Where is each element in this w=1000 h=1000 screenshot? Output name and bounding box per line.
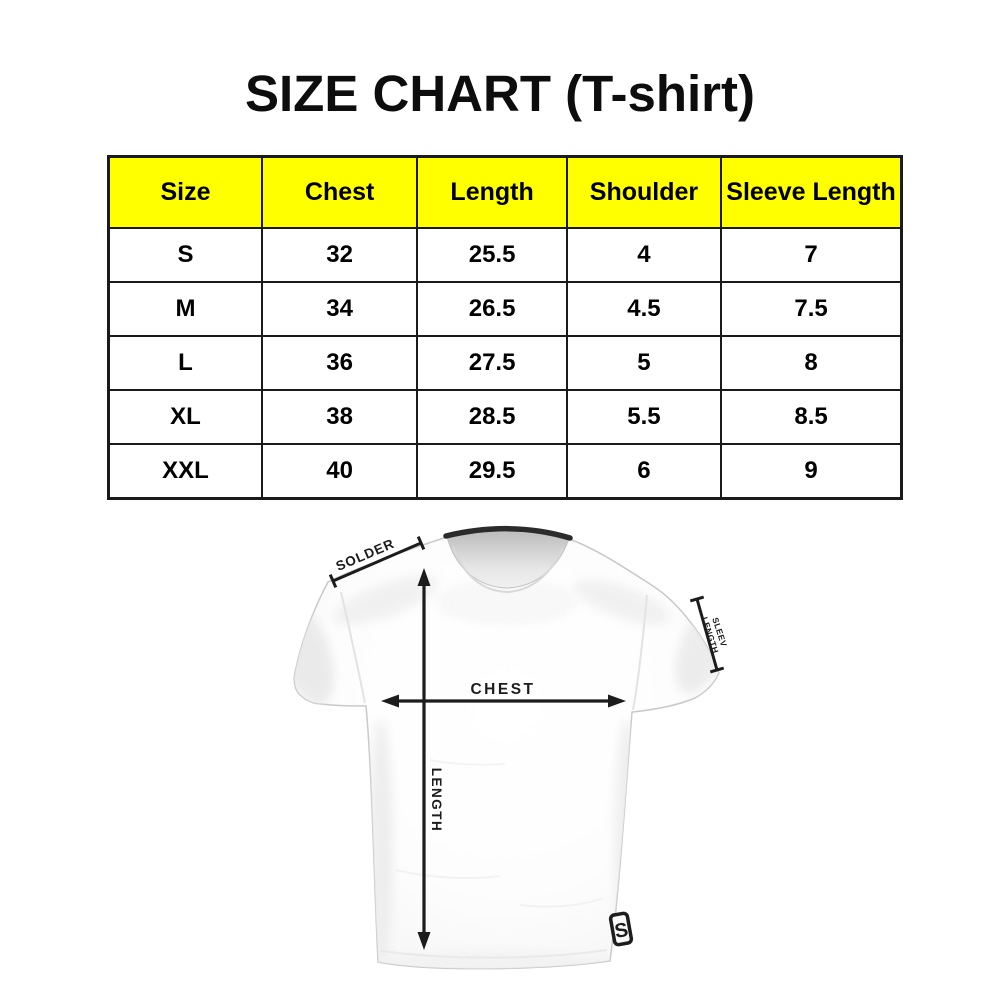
table-cell: 34 <box>260 281 419 337</box>
table-cell: M <box>107 281 263 337</box>
chest-arrow <box>381 694 626 708</box>
seam-lines <box>340 591 648 959</box>
collar-rib <box>452 545 564 594</box>
header-row: Size Chest Length Shoulder Sleeve Length <box>107 155 903 229</box>
table-row-l: L 36 27.5 5 8 <box>107 335 903 391</box>
table-cell: 9 <box>720 443 903 500</box>
chest-label: CHEST <box>470 681 535 698</box>
table-cell: 4 <box>565 227 723 283</box>
table-cell: 26.5 <box>416 281 568 337</box>
header-cell-length: Length <box>416 155 568 229</box>
table-cell: 8.5 <box>720 389 903 445</box>
table-cell: 4.5 <box>565 281 723 337</box>
table-cell: 40 <box>260 443 419 500</box>
measurement-arrows <box>328 535 725 950</box>
table-cell: 5.5 <box>565 389 723 445</box>
table-row-s: S 32 25.5 4 7 <box>107 227 903 283</box>
collar-band <box>443 526 573 541</box>
table-cell: 7.5 <box>720 281 903 337</box>
table-row-xl: XL 38 28.5 5.5 8.5 <box>107 389 903 445</box>
table-row-xxl: XXL 40 29.5 6 9 <box>107 443 903 500</box>
header-cell-chest: Chest <box>260 155 419 229</box>
table-cell: XL <box>107 389 263 445</box>
header-cell-size: Size <box>107 155 263 229</box>
table-cell: S <box>107 227 263 283</box>
table-cell: L <box>107 335 263 391</box>
table-cell: XXL <box>107 443 263 500</box>
header-cell-sleeve-length: Sleeve Length <box>720 155 903 229</box>
tshirt-diagram: S CHEST LENGTH SOLDER SLEEV <box>293 526 729 970</box>
table-cell: 7 <box>720 227 903 283</box>
sleeve-measure-line <box>689 595 725 674</box>
table-cell: 27.5 <box>416 335 568 391</box>
table-cell: 6 <box>565 443 723 500</box>
table-cell: 28.5 <box>416 389 568 445</box>
shoulder-measure-line <box>328 535 426 589</box>
table-cell: 38 <box>260 389 419 445</box>
table-cell: 5 <box>565 335 723 391</box>
table-cell: 32 <box>260 227 419 283</box>
table-cell: 36 <box>260 335 419 391</box>
page-title: SIZE CHART (T-shirt) <box>245 65 755 122</box>
brand-logo-tag: S <box>608 911 634 947</box>
header-cell-shoulder: Shoulder <box>565 155 723 229</box>
brand-logo-letter: S <box>613 919 630 943</box>
length-label: LENGTH <box>429 768 444 833</box>
table-cell: 25.5 <box>416 227 568 283</box>
table-row-m: M 34 26.5 4.5 7.5 <box>107 281 903 337</box>
size-chart-table: Size Chest Length Shoulder Sleeve Length… <box>107 155 903 500</box>
table-cell: 8 <box>720 335 903 391</box>
length-arrow <box>417 568 431 950</box>
table-cell: 29.5 <box>416 443 568 500</box>
